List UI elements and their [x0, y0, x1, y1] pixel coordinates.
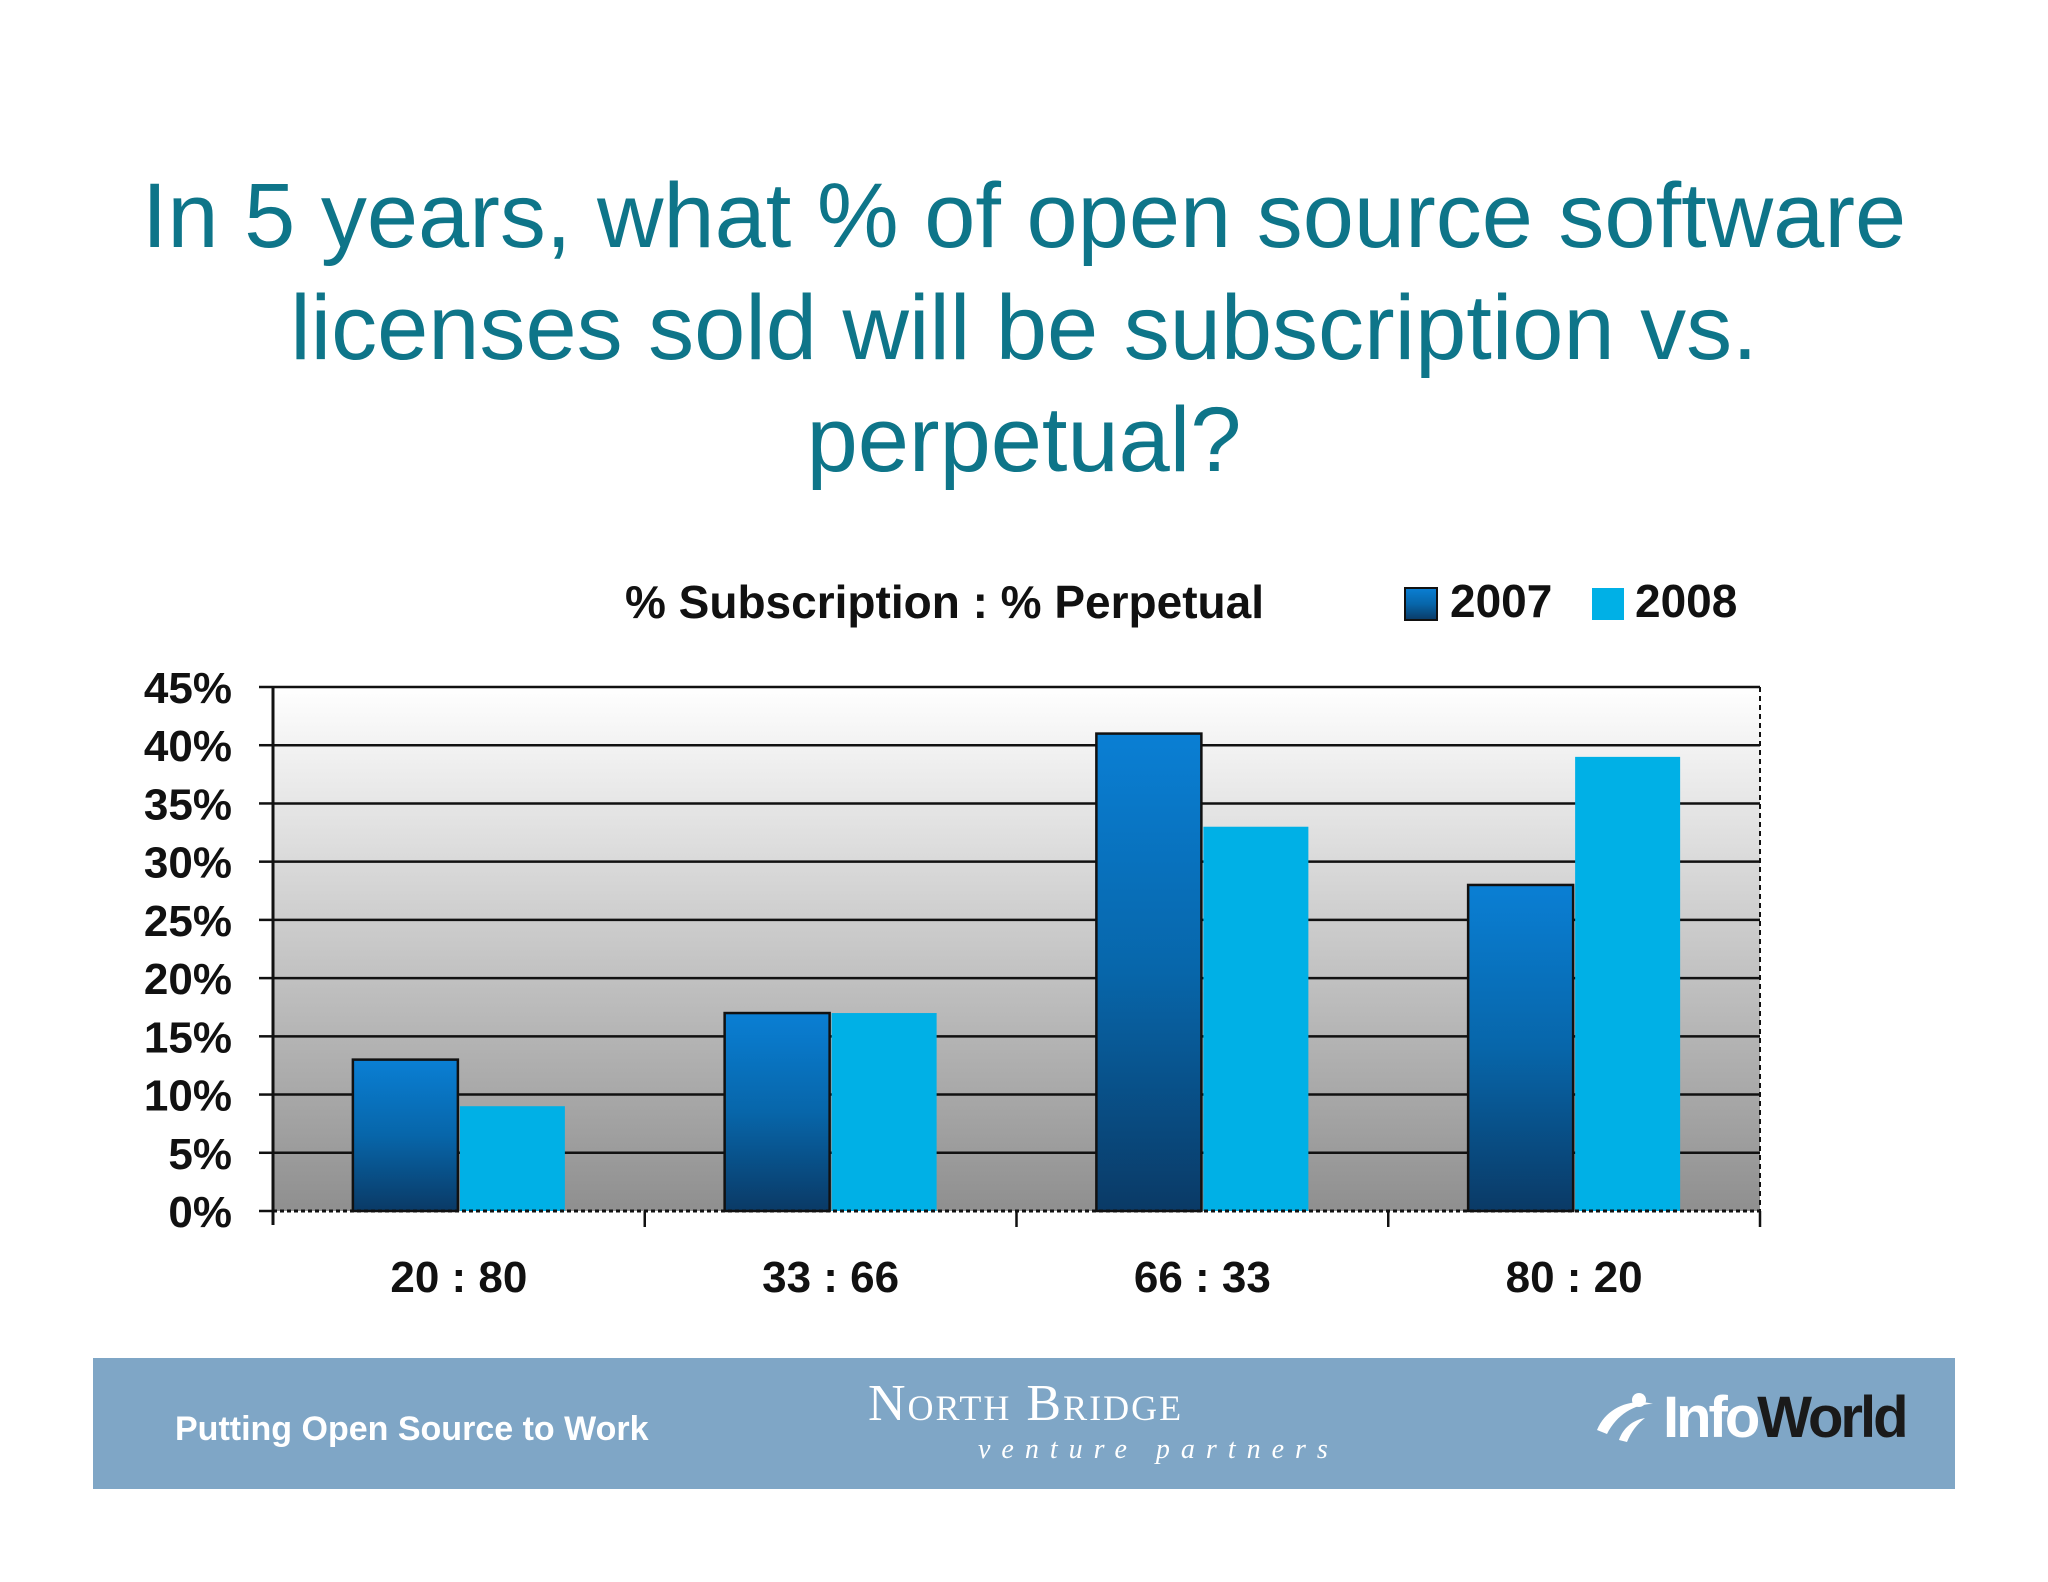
infoworld-info: Info [1663, 1385, 1760, 1450]
northbridge-name: North Bridge [868, 1375, 1184, 1432]
northbridge-subtitle: venture partners [978, 1434, 1339, 1465]
y-tick-label: 20% [144, 955, 232, 1004]
legend: 2007 2008 [1404, 575, 1737, 627]
title-line-1: In 5 years, what % of open source softwa… [141, 165, 1907, 267]
bar-2008-3 [1203, 826, 1309, 1211]
y-tick-label: 15% [144, 1013, 232, 1062]
footer-tagline: Putting Open Source to Work [175, 1410, 649, 1448]
x-tick-label: 66 : 33 [1134, 1253, 1271, 1302]
legend-label-2008: 2008 [1635, 575, 1737, 627]
bar-2008-1 [459, 1106, 565, 1211]
axis-labels: 0% 5% 10% 15% 20% 25% 30% 35% 40% 45% 20 : 80 33 : … [144, 664, 1643, 1302]
chart-title: % Subscription : % Perpetual [625, 576, 1264, 628]
bar-2007-4 [1466, 883, 1575, 1213]
axes [259, 685, 1762, 1227]
legend-swatch-2007 [1404, 587, 1438, 621]
y-tick-label: 35% [144, 780, 232, 829]
slide-title: In 5 years, what % of open source softwa… [60, 160, 1988, 496]
y-tick-label: 10% [144, 1072, 232, 1121]
y-tick-label: 25% [144, 897, 232, 946]
title-line-2: licenses sold will be subscription vs. [290, 277, 1758, 379]
bar-2007-2 [723, 1011, 831, 1213]
bar-2007-1 [351, 1058, 460, 1213]
footer-bar: Putting Open Source to Work North Bridge… [93, 1358, 1955, 1489]
legend-label-2007: 2007 [1450, 575, 1552, 627]
bar-chart: 0% 5% 10% 15% 20% 25% 30% 35% 40% 45% 20 : 80 33 : … [144, 575, 1762, 1302]
y-tick-label: 5% [168, 1130, 232, 1179]
y-tick-label: 45% [144, 664, 232, 713]
legend-swatch-2008 [1592, 588, 1624, 620]
bar-2008-2 [831, 1013, 937, 1211]
infoworld-world: World [1757, 1385, 1908, 1450]
y-tick-label: 0% [168, 1188, 232, 1237]
bar-2007-3 [1095, 732, 1203, 1213]
x-tick-label: 33 : 66 [762, 1253, 899, 1302]
x-tick-label: 20 : 80 [390, 1253, 527, 1302]
bars [351, 732, 1681, 1213]
northbridge-logo: North Bridge venture partners [868, 1368, 1368, 1478]
bar-2008-4 [1575, 756, 1681, 1211]
y-tick-label: 40% [144, 722, 232, 771]
infoworld-logo: InfoWorld [1593, 1382, 1913, 1452]
title-line-3: perpetual? [806, 389, 1242, 491]
infoworld-swoosh-icon [1597, 1393, 1653, 1442]
y-tick-label: 30% [144, 839, 232, 888]
x-tick-label: 80 : 20 [1506, 1253, 1643, 1302]
infoworld-wordmark: InfoWorld [1663, 1384, 1909, 1451]
